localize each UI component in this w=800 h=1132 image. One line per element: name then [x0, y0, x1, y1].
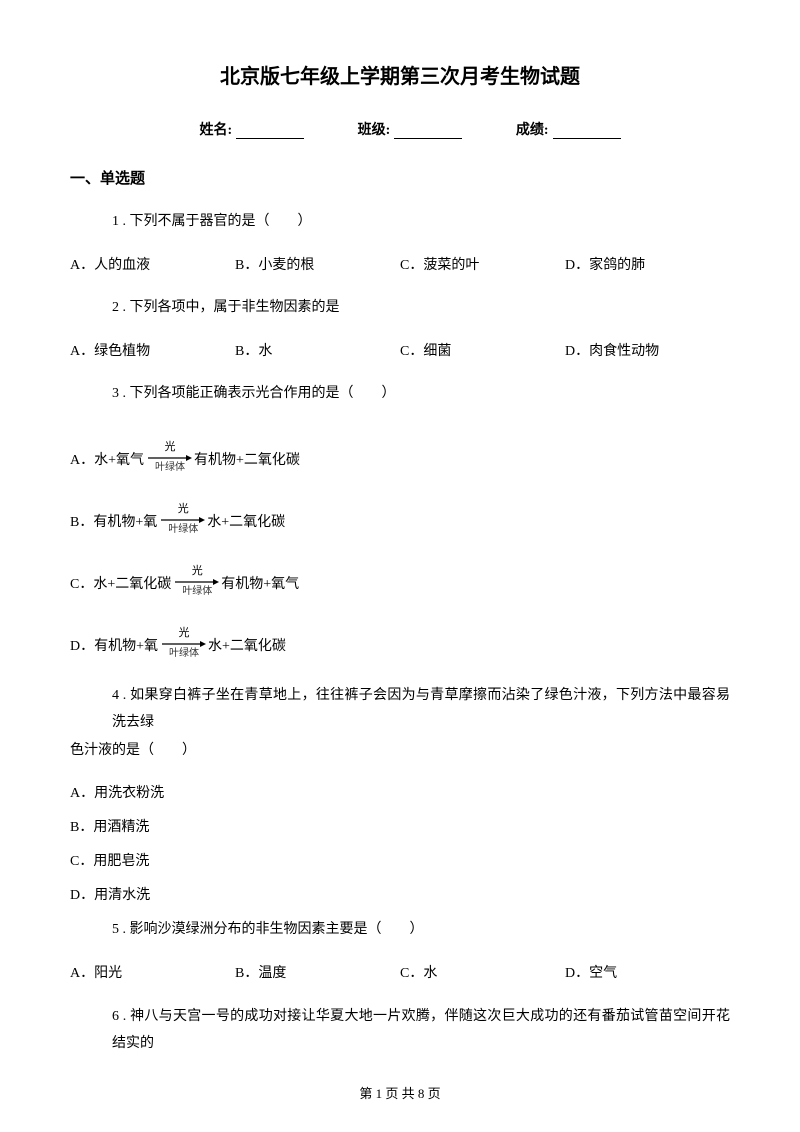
reaction-arrow-icon: 光 叶绿体: [175, 566, 219, 597]
q1-options: A．人的血液 B．小麦的根 C．菠菜的叶 D．家鸽的肺: [70, 254, 730, 274]
q4-stem-line1: 4 . 如果穿白裤子坐在青草地上，往往裤子会因为与青草摩擦而沾染了绿色汁液，下列…: [112, 683, 730, 736]
q5-opt-c[interactable]: C．水: [400, 962, 565, 982]
student-info-line: 姓名: 班级: 成绩:: [70, 119, 730, 139]
q3-c-tail: 有机物+氧气: [221, 573, 299, 593]
score-label: 成绩:: [516, 123, 549, 138]
exam-title: 北京版七年级上学期第三次月考生物试题: [70, 60, 730, 89]
name-blank[interactable]: [236, 125, 304, 139]
q3-opt-d[interactable]: D．有机物+氧 光 叶绿体 水+二氧化碳: [70, 621, 730, 655]
q2-stem: 2 . 下列各项中，属于非生物因素的是: [112, 296, 730, 320]
reaction-arrow-icon: 光 叶绿体: [162, 628, 206, 659]
q3-d-lead: D．有机物+氧: [70, 635, 158, 655]
q1-stem: 1 . 下列不属于器官的是（ ）: [112, 210, 730, 234]
arrow-top-label: 光: [192, 566, 203, 577]
q1-opt-d[interactable]: D．家鸽的肺: [565, 254, 730, 274]
arrow-bot-label: 叶绿体: [155, 463, 185, 473]
reaction-arrow-icon: 光 叶绿体: [161, 504, 205, 535]
class-label: 班级:: [358, 123, 391, 138]
q4-opt-c[interactable]: C．用肥皂洗: [70, 850, 730, 870]
q3-opt-a[interactable]: A．水+氧气 光 叶绿体 有机物+二氧化碳: [70, 435, 730, 469]
q3-opt-b[interactable]: B．有机物+氧 光 叶绿体 水+二氧化碳: [70, 497, 730, 531]
q4-options: A．用洗衣粉洗 B．用酒精洗 C．用肥皂洗 D．用清水洗: [70, 782, 730, 904]
score-blank[interactable]: [553, 125, 621, 139]
q5-opt-b[interactable]: B．温度: [235, 962, 400, 982]
section-1-heading: 一、单选题: [70, 167, 730, 188]
arrow-bot-label: 叶绿体: [169, 649, 199, 659]
q5-options: A．阳光 B．温度 C．水 D．空气: [70, 962, 730, 982]
q3-b-lead: B．有机物+氧: [70, 511, 157, 531]
q2-opt-c[interactable]: C．细菌: [400, 340, 565, 360]
q1-opt-b[interactable]: B．小麦的根: [235, 254, 400, 274]
arrow-bot-label: 叶绿体: [182, 587, 212, 597]
q4-stem-line2: 色汁液的是（ ）: [70, 739, 730, 763]
q2-opt-b[interactable]: B．水: [235, 340, 400, 360]
q2-opt-d[interactable]: D．肉食性动物: [565, 340, 730, 360]
q3-a-lead: A．水+氧气: [70, 449, 144, 469]
name-label: 姓名:: [199, 123, 232, 138]
q6-stem: 6 . 神八与天宫一号的成功对接让华夏大地一片欢腾，伴随这次巨大成功的还有番茄试…: [112, 1004, 730, 1057]
q5-opt-d[interactable]: D．空气: [565, 962, 730, 982]
q4-opt-b[interactable]: B．用酒精洗: [70, 816, 730, 836]
q4-opt-d[interactable]: D．用清水洗: [70, 884, 730, 904]
q3-d-tail: 水+二氧化碳: [208, 635, 286, 655]
arrow-top-label: 光: [165, 442, 176, 453]
q3-opt-c[interactable]: C．水+二氧化碳 光 叶绿体 有机物+氧气: [70, 559, 730, 593]
q3-b-tail: 水+二氧化碳: [207, 511, 285, 531]
q3-stem: 3 . 下列各项能正确表示光合作用的是（ ）: [112, 382, 730, 406]
q1-opt-a[interactable]: A．人的血液: [70, 254, 235, 274]
reaction-arrow-icon: 光 叶绿体: [148, 442, 192, 473]
q2-opt-a[interactable]: A．绿色植物: [70, 340, 235, 360]
q5-opt-a[interactable]: A．阳光: [70, 962, 235, 982]
q2-options: A．绿色植物 B．水 C．细菌 D．肉食性动物: [70, 340, 730, 360]
arrow-top-label: 光: [178, 504, 189, 515]
class-blank[interactable]: [394, 125, 462, 139]
q4-opt-a[interactable]: A．用洗衣粉洗: [70, 782, 730, 802]
q1-opt-c[interactable]: C．菠菜的叶: [400, 254, 565, 274]
arrow-top-label: 光: [179, 628, 190, 639]
q3-c-lead: C．水+二氧化碳: [70, 573, 171, 593]
arrow-bot-label: 叶绿体: [168, 525, 198, 535]
q3-a-tail: 有机物+二氧化碳: [194, 449, 300, 469]
page-footer: 第 1 页 共 8 页: [0, 1083, 800, 1102]
q5-stem: 5 . 影响沙漠绿洲分布的非生物因素主要是（ ）: [112, 918, 730, 942]
